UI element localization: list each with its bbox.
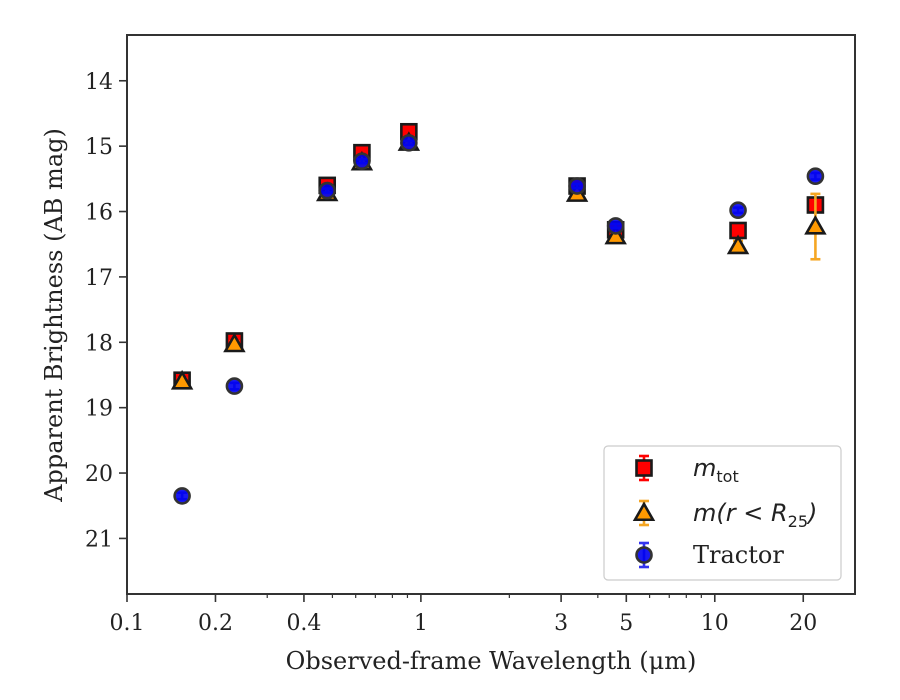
x-tick-label: 0.4 xyxy=(286,611,321,636)
data-point-tractor xyxy=(225,377,244,395)
legend-handle-tractor xyxy=(635,546,653,564)
legend-subscript: 25 xyxy=(788,512,808,531)
y-tick-label: 15 xyxy=(85,135,113,160)
y-tick-label: 19 xyxy=(85,397,113,422)
data-point-mR25 xyxy=(223,332,246,353)
legend-handle-mtot xyxy=(635,459,653,477)
x-tick-label: 0.1 xyxy=(110,611,145,636)
legend-suffix: ) xyxy=(806,499,817,527)
x-tick-label: 20 xyxy=(789,611,817,636)
data-markers xyxy=(170,122,827,505)
plot-frame xyxy=(126,34,856,595)
data-point-tractor xyxy=(729,201,747,220)
x-tick-label: 1 xyxy=(414,611,428,636)
data-point-mR25 xyxy=(170,369,194,390)
x-tick-label: 3 xyxy=(554,611,568,636)
series-tractor xyxy=(173,134,825,505)
data-point-mR25 xyxy=(604,224,627,245)
legend-handle-mR25 xyxy=(632,501,656,522)
y-axis-label: Apparent Brightness (AB mag) xyxy=(40,128,68,503)
y-tick-label: 14 xyxy=(85,70,113,95)
y-tick-label: 17 xyxy=(85,266,113,291)
legend-box xyxy=(603,445,842,581)
y-tick-label: 18 xyxy=(85,331,113,356)
data-point-mR25 xyxy=(726,234,750,255)
x-axis-label: Observed-frame Wavelength (μm) xyxy=(286,647,697,675)
axes: 0.1 0.2 0.4 1 3 5 10 20 14 15 16 17 18 19 20 21 xyxy=(85,34,856,636)
data-point-tractor xyxy=(353,152,371,170)
y-tick-label: 20 xyxy=(85,462,113,487)
x-tick-label: 0.2 xyxy=(198,611,233,636)
x-tick-label: 10 xyxy=(701,611,729,636)
y-tick-label: 16 xyxy=(85,201,113,226)
data-point-tractor xyxy=(400,134,418,152)
y-tick-label: 21 xyxy=(85,527,113,552)
data-point-tractor xyxy=(568,177,586,195)
data-point-mR25 xyxy=(804,214,827,235)
data-point-tractor xyxy=(806,167,825,186)
x-tick-label: 5 xyxy=(619,611,633,636)
data-point-tractor xyxy=(173,487,191,505)
data-point-tractor xyxy=(606,217,625,235)
legend-label-tractor: Tractor xyxy=(693,541,784,569)
legend-subscript: tot xyxy=(716,467,738,486)
data-point-tractor xyxy=(318,181,337,200)
